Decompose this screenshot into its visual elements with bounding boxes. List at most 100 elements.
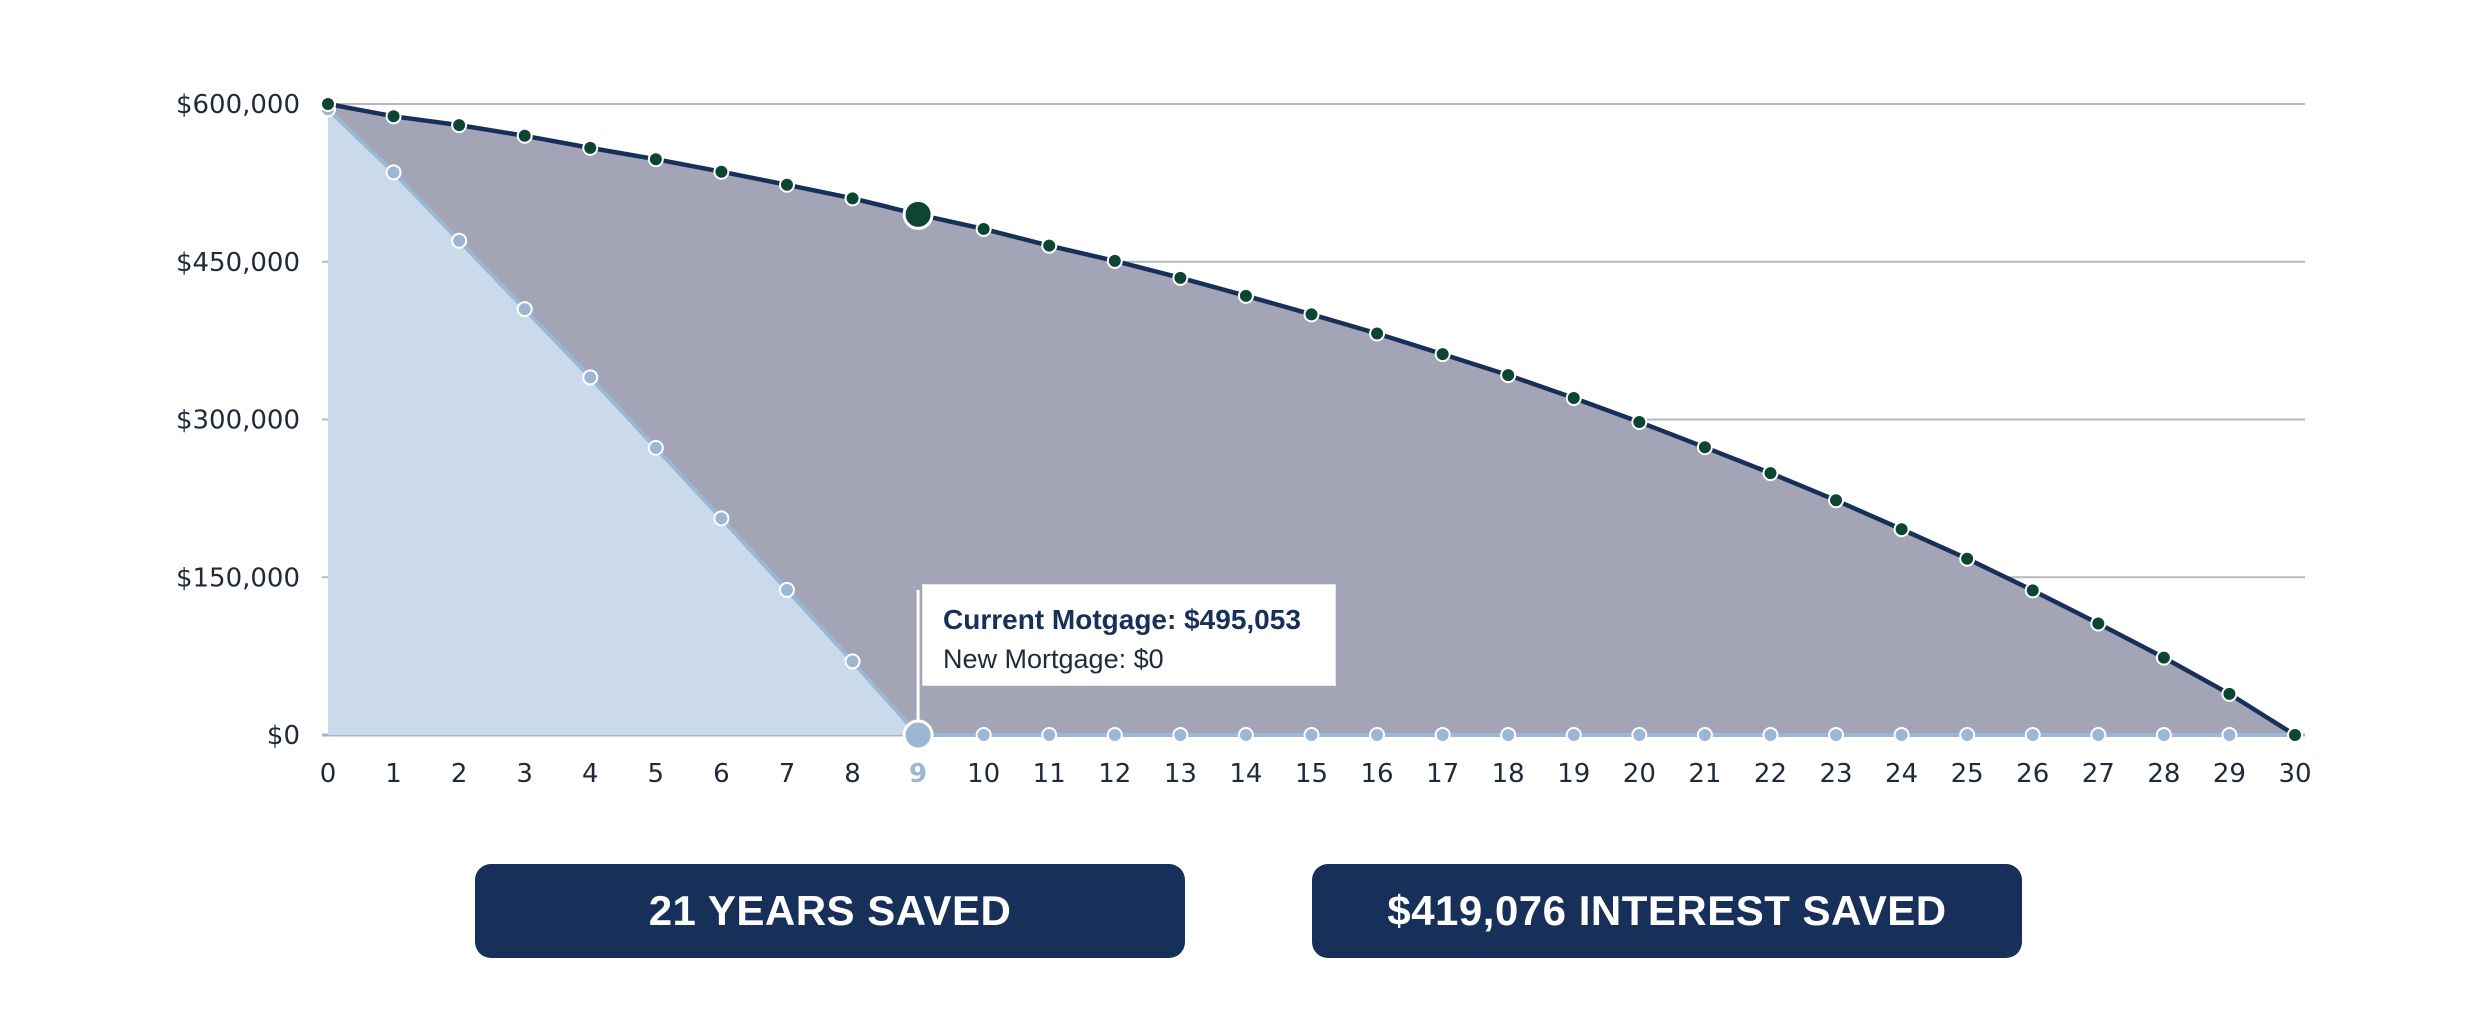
- current-mortgage-point: [1959, 550, 1976, 567]
- new-mortgage-point: [2221, 727, 2238, 743]
- x-tick-label: 16: [1361, 759, 1394, 789]
- new-mortgage-point: [778, 581, 795, 598]
- x-tick-label: 8: [844, 759, 861, 789]
- current-mortgage-point: [582, 139, 599, 156]
- x-tick-label: 2: [451, 759, 468, 789]
- current-mortgage-point: [1893, 521, 1910, 538]
- current-mortgage-point: [975, 220, 992, 237]
- series-markers: [320, 96, 2303, 751]
- new-mortgage-point: [1631, 727, 1648, 743]
- y-tick-label: $450,000: [176, 248, 300, 278]
- x-tick-label: 23: [1819, 759, 1852, 789]
- current-mortgage-point: [713, 163, 730, 180]
- current-mortgage-point: [1303, 306, 1320, 323]
- current-mortgage-point: [1369, 325, 1386, 342]
- new-mortgage-point: [975, 727, 992, 743]
- new-mortgage-point: [1762, 727, 1779, 743]
- chart-tooltip: Current Motgage: $495,053 New Mortgage: …: [923, 585, 1335, 685]
- x-tick-label: 24: [1885, 759, 1918, 789]
- new-mortgage-point: [844, 653, 861, 670]
- current-mortgage-point: [2221, 685, 2238, 702]
- current-mortgage-point: [778, 176, 795, 193]
- current-mortgage-point: [1041, 237, 1058, 254]
- x-tick-label: 21: [1688, 759, 1721, 789]
- area-fills: [328, 104, 2295, 736]
- x-tick-label: 29: [2213, 759, 2246, 789]
- new-mortgage-point: [1696, 727, 1713, 743]
- current-mortgage-point: [1696, 439, 1713, 456]
- x-tick-label: 9: [909, 759, 927, 789]
- x-tick-label: 13: [1164, 759, 1197, 789]
- x-tick-label: 4: [582, 759, 599, 789]
- x-tick-label: 6: [713, 759, 730, 789]
- current-mortgage-point: [1172, 269, 1189, 286]
- new-mortgage-point: [516, 301, 533, 318]
- current-mortgage-point: [902, 198, 934, 230]
- x-tick-label: 25: [1951, 759, 1984, 789]
- x-tick-label: 14: [1229, 759, 1262, 789]
- current-mortgage-point: [2287, 727, 2303, 743]
- new-mortgage-point: [713, 510, 730, 527]
- new-mortgage-point: [2155, 727, 2172, 743]
- current-mortgage-point: [1762, 465, 1779, 482]
- x-tick-label: 10: [967, 759, 1000, 789]
- current-mortgage-point: [1237, 287, 1254, 304]
- new-mortgage-point: [1893, 727, 1910, 743]
- new-mortgage-area: [328, 109, 2295, 736]
- x-axis-ticks: 0 1 2 3 4 5 6 7 8 9 10 11 12 13 14 15 16 17 18 19 20 21 22 23 24…: [320, 759, 2312, 789]
- x-tick-label: 30: [2278, 759, 2311, 789]
- x-tick-label: 0: [320, 759, 337, 789]
- new-mortgage-point: [1369, 727, 1386, 743]
- new-mortgage-point: [1500, 727, 1517, 743]
- x-tick-label: 15: [1295, 759, 1328, 789]
- tooltip-current-mortgage: Current Motgage: $495,053: [943, 604, 1301, 635]
- new-mortgage-point: [2090, 727, 2107, 743]
- current-mortgage-point: [451, 117, 468, 134]
- new-mortgage-point: [582, 369, 599, 386]
- current-mortgage-point: [320, 96, 336, 112]
- x-tick-label: 18: [1492, 759, 1525, 789]
- current-mortgage-point: [1106, 252, 1123, 269]
- new-mortgage-point: [1828, 727, 1845, 743]
- tooltip-new-mortgage: New Mortgage: $0: [943, 644, 1164, 674]
- x-tick-label: 26: [2016, 759, 2049, 789]
- y-tick-label: $150,000: [176, 563, 300, 593]
- x-tick-label: 17: [1426, 759, 1459, 789]
- new-mortgage-point: [1041, 727, 1058, 743]
- current-mortgage-point: [1500, 367, 1517, 384]
- current-mortgage-point: [844, 190, 861, 207]
- new-mortgage-point: [647, 439, 664, 456]
- new-mortgage-point: [1106, 727, 1123, 743]
- current-mortgage-point: [1828, 492, 1845, 509]
- current-mortgage-point: [647, 151, 664, 168]
- x-tick-label: 20: [1623, 759, 1656, 789]
- new-mortgage-point: [451, 232, 468, 249]
- current-mortgage-point: [385, 108, 402, 125]
- new-mortgage-point: [385, 164, 402, 181]
- y-tick-label: $0: [267, 721, 300, 751]
- current-mortgage-point: [1565, 390, 1582, 407]
- y-axis-ticks: $600,000 $450,000 $300,000 $150,000 $0: [176, 90, 300, 751]
- current-mortgage-point: [1631, 414, 1648, 431]
- new-mortgage-point: [1237, 727, 1254, 743]
- interest-saved-badge: $419,076 INTEREST SAVED: [1312, 864, 2022, 958]
- new-mortgage-point: [1434, 727, 1451, 743]
- x-tick-label: 12: [1098, 759, 1131, 789]
- new-mortgage-point: [1303, 727, 1320, 743]
- y-tick-label: $600,000: [176, 90, 300, 120]
- x-tick-label: 22: [1754, 759, 1787, 789]
- new-mortgage-point: [2024, 727, 2041, 743]
- x-tick-label: 5: [648, 759, 665, 789]
- current-mortgage-point: [2090, 615, 2107, 632]
- y-tick-label: $300,000: [176, 406, 300, 436]
- x-tick-label: 27: [2082, 759, 2115, 789]
- current-mortgage-point: [1434, 346, 1451, 363]
- new-mortgage-point: [1565, 727, 1582, 743]
- new-mortgage-point: [1959, 727, 1976, 743]
- x-tick-label: 11: [1033, 759, 1066, 789]
- x-tick-label: 1: [385, 759, 402, 789]
- x-tick-label: 7: [779, 759, 796, 789]
- current-mortgage-area: [328, 104, 2295, 735]
- x-tick-label: 19: [1557, 759, 1590, 789]
